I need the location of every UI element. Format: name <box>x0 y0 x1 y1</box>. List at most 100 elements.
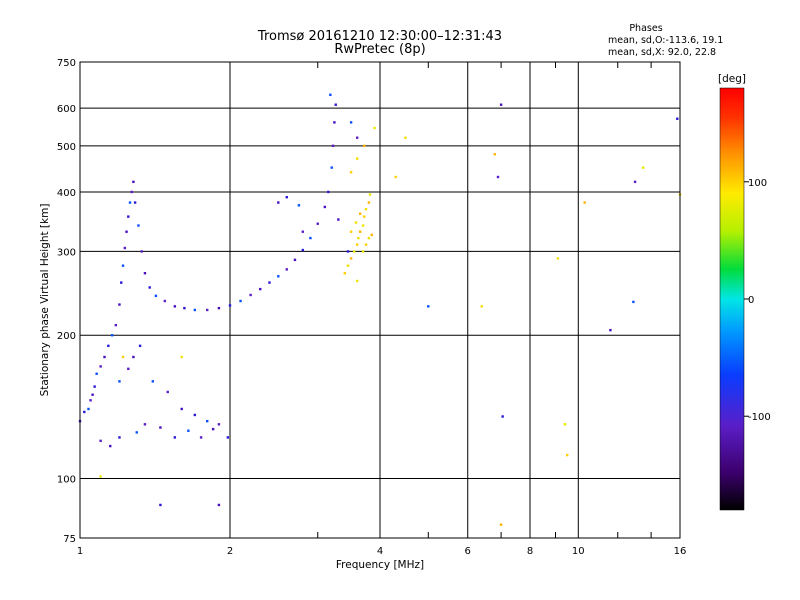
data-point-o <box>205 419 209 423</box>
chart-subtitle: RwPretec (8p) <box>334 42 425 57</box>
data-point-o <box>297 204 301 207</box>
data-point-o <box>83 410 86 414</box>
data-point-x <box>556 257 560 260</box>
data-point-o <box>110 334 114 337</box>
data-point-o <box>346 250 350 253</box>
data-point-x <box>343 272 347 275</box>
grid-lines <box>80 62 680 538</box>
data-point-o <box>301 248 305 252</box>
data-point-o <box>163 299 167 303</box>
data-point-o <box>331 144 335 148</box>
data-point-o <box>123 246 126 250</box>
data-point-x <box>349 230 353 233</box>
data-point-o <box>107 344 110 348</box>
data-point-o <box>132 180 135 184</box>
data-point-o <box>130 190 133 194</box>
data-point-x <box>358 230 362 233</box>
x-minor-ticks <box>317 62 652 538</box>
y-tick-label: 600 <box>57 104 76 115</box>
data-point-o <box>193 413 197 417</box>
data-point-o <box>148 286 151 289</box>
y-tick-label: 750 <box>57 58 76 69</box>
data-point-o <box>193 308 197 312</box>
data-point-o <box>128 201 132 204</box>
data-point-o <box>334 103 337 106</box>
data-point-o <box>87 407 90 411</box>
x-axis-label: Frequency [MHz] <box>336 559 424 571</box>
data-point-o <box>99 365 102 368</box>
data-point-o <box>355 136 359 139</box>
data-point-o <box>609 328 612 332</box>
colorbar <box>719 87 745 511</box>
y-tick-label: 300 <box>57 247 76 258</box>
data-point-o <box>159 426 162 429</box>
data-point-o <box>496 175 500 179</box>
data-point-o <box>226 436 230 439</box>
data-point-o <box>323 205 327 209</box>
chart-title: Tromsø 20161210 12:30:00–12:31:43 <box>257 29 502 44</box>
data-point-o <box>166 390 169 394</box>
data-point-o <box>285 195 288 199</box>
data-point-o <box>135 431 138 434</box>
data-point-x <box>373 126 376 130</box>
y-tick-labels: 75 100 200 300 400 500 600 750 <box>57 58 76 545</box>
data-point-x <box>493 153 497 156</box>
data-point-o <box>211 427 215 431</box>
data-point-x <box>352 250 356 253</box>
data-point-o <box>327 190 330 194</box>
data-point-o <box>301 230 305 233</box>
data-point-o <box>118 303 121 306</box>
data-point-o <box>217 503 221 507</box>
data-point-x <box>363 215 366 218</box>
data-point-o <box>249 293 252 297</box>
data-point-x <box>499 523 503 526</box>
y-tick-label: 100 <box>57 475 76 486</box>
y-axis-label: Stationary phase Virtual Height [km] <box>39 204 51 397</box>
data-point-o <box>293 258 297 262</box>
data-point-o <box>329 93 332 96</box>
data-point-x <box>642 166 645 169</box>
data-point-o <box>127 215 130 218</box>
data-point-o <box>199 436 203 439</box>
data-point-o <box>99 439 102 443</box>
data-point-x <box>361 224 365 227</box>
data-point-o <box>316 222 319 225</box>
colorbar-tick-label: 0 <box>748 295 754 306</box>
data-point-o <box>133 201 137 204</box>
data-point-o <box>277 275 280 278</box>
data-point-x <box>367 236 371 240</box>
data-point-o <box>140 250 143 253</box>
scatter-points <box>78 93 682 526</box>
data-point-o <box>676 117 679 120</box>
colorbar-tick-label: -100 <box>748 412 771 423</box>
data-point-o <box>151 380 155 383</box>
phases-x-stats: mean, sd,X: 92.0, 22.8 <box>608 47 716 58</box>
data-point-o <box>93 385 96 388</box>
phases-title: Phases <box>629 23 662 34</box>
data-point-o <box>427 305 430 308</box>
data-point-o <box>228 304 232 307</box>
x-tick-label: 10 <box>572 546 585 557</box>
data-point-o <box>309 236 312 240</box>
data-point-o <box>109 444 112 448</box>
data-point-x <box>354 221 358 224</box>
data-point-o <box>125 230 128 233</box>
data-point-x <box>363 144 366 148</box>
data-point-x <box>355 279 359 283</box>
y-tick-label: 200 <box>57 331 76 342</box>
data-point-x <box>480 305 483 308</box>
data-point-o <box>132 355 135 359</box>
data-point-o <box>127 367 130 371</box>
data-point-o <box>121 264 125 267</box>
data-point-x <box>346 264 350 267</box>
data-point-x <box>367 201 371 204</box>
colorbar-tick-label: 100 <box>748 178 767 189</box>
data-point-x <box>368 193 372 196</box>
data-point-x <box>349 171 353 174</box>
data-point-o <box>501 415 504 418</box>
data-point-o <box>337 218 340 221</box>
colorbar-ticks: 100 0 -100 <box>744 178 771 423</box>
y-tick-label: 400 <box>57 188 76 199</box>
data-point-x <box>364 243 368 246</box>
